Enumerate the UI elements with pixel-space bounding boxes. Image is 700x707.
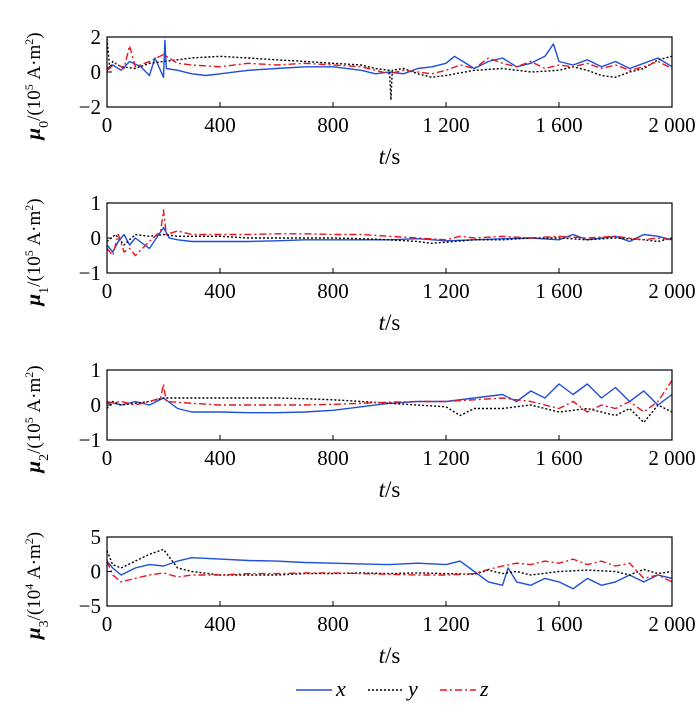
legend-label-z: z xyxy=(479,676,489,701)
series-z-line xyxy=(107,45,672,75)
x-tick-label: 400 xyxy=(204,113,236,137)
legend-label-x: x xyxy=(335,676,346,701)
x-tick-label: 2 000 xyxy=(648,612,695,636)
x-tick-label: 0 xyxy=(102,113,113,137)
x-tick-label: 0 xyxy=(102,612,113,636)
x-tick-label: 1 200 xyxy=(422,446,469,470)
y-tick-label: −5 xyxy=(79,594,101,618)
y-tick-label: 5 xyxy=(91,525,102,549)
x-tick-label: 800 xyxy=(317,446,349,470)
y-axis-label: μ1/(105 A·m2) xyxy=(21,198,52,306)
series-x-line xyxy=(107,39,672,78)
y-tick-label: 1 xyxy=(91,358,102,382)
series-z-line xyxy=(107,209,672,257)
x-tick-label: 1 200 xyxy=(422,113,469,137)
x-axis-label: t/s xyxy=(379,643,401,668)
y-axis-label: μ2/(105 A·m2) xyxy=(21,365,52,473)
series-y-line xyxy=(107,548,672,576)
y-tick-label: −1 xyxy=(79,261,101,285)
x-tick-label: 1 600 xyxy=(535,612,582,636)
x-axis-label: t/s xyxy=(379,144,401,169)
x-axis-label: t/s xyxy=(379,477,401,502)
plot-frame xyxy=(106,369,673,441)
y-tick-label: −1 xyxy=(79,428,101,452)
series-z-line xyxy=(107,558,672,583)
plot-frame xyxy=(106,202,673,274)
legend-label-y: y xyxy=(406,676,418,701)
legend-item-y: y xyxy=(368,676,418,701)
legend-item-x: x xyxy=(296,676,346,701)
x-tick-label: 1 600 xyxy=(535,113,582,137)
x-tick-label: 400 xyxy=(204,446,236,470)
x-axis-label: t/s xyxy=(379,310,401,335)
series-y-line xyxy=(107,38,672,101)
y-tick-label: 0 xyxy=(91,226,102,250)
y-tick-label: 0 xyxy=(91,60,102,84)
x-tick-label: 1 600 xyxy=(535,279,582,303)
x-tick-label: 1 200 xyxy=(422,612,469,636)
y-axis-label: μ3/(104 A·m2) xyxy=(21,532,52,640)
x-tick-label: 0 xyxy=(102,446,113,470)
x-tick-label: 400 xyxy=(204,279,236,303)
chart-legend: x y z xyxy=(296,676,489,701)
y-tick-label: 2 xyxy=(91,25,102,49)
x-tick-label: 2 000 xyxy=(648,279,695,303)
series-y-line xyxy=(107,397,672,424)
x-tick-label: 0 xyxy=(102,279,113,303)
y-tick-label: 0 xyxy=(91,393,102,417)
x-tick-label: 400 xyxy=(204,612,236,636)
x-tick-label: 800 xyxy=(317,113,349,137)
x-tick-label: 800 xyxy=(317,279,349,303)
y-tick-label: 0 xyxy=(91,560,102,584)
series-x-line xyxy=(107,383,672,414)
x-tick-label: 2 000 xyxy=(648,113,695,137)
series-x-line xyxy=(107,557,672,590)
x-tick-label: 800 xyxy=(317,612,349,636)
y-axis-label: μ0/(105 A·m2) xyxy=(21,32,52,140)
y-tick-label: 1 xyxy=(91,191,102,215)
x-tick-label: 2 000 xyxy=(648,446,695,470)
y-tick-label: −2 xyxy=(79,95,101,119)
legend-item-z: z xyxy=(440,676,489,701)
x-tick-label: 1 200 xyxy=(422,279,469,303)
x-tick-label: 1 600 xyxy=(535,446,582,470)
series-z-line xyxy=(107,380,672,413)
